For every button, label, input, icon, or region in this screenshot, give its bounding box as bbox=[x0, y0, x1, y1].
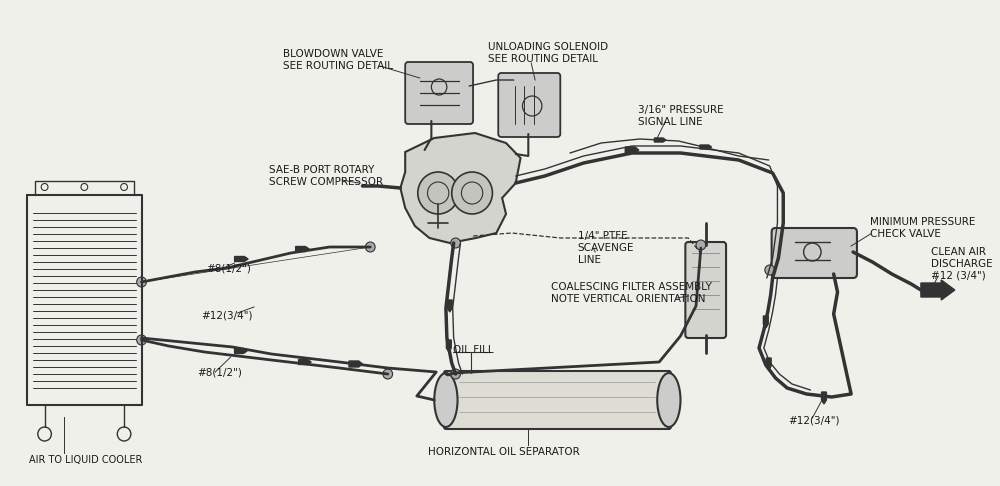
FancyArrow shape bbox=[447, 300, 452, 312]
FancyArrow shape bbox=[625, 147, 639, 153]
FancyBboxPatch shape bbox=[498, 73, 560, 137]
Circle shape bbox=[137, 335, 146, 345]
Text: #12(3/4"): #12(3/4") bbox=[202, 310, 253, 320]
FancyArrow shape bbox=[766, 358, 771, 370]
Text: #8(1/2"): #8(1/2") bbox=[206, 263, 251, 273]
Circle shape bbox=[765, 265, 775, 275]
Circle shape bbox=[383, 369, 393, 379]
FancyArrow shape bbox=[235, 348, 247, 353]
FancyBboxPatch shape bbox=[772, 228, 857, 278]
FancyBboxPatch shape bbox=[685, 242, 726, 338]
Text: #8(1/2"): #8(1/2") bbox=[197, 367, 242, 377]
Circle shape bbox=[365, 242, 375, 252]
Circle shape bbox=[418, 172, 459, 214]
Text: 1/4" PTFE
SCAVENGE
LINE: 1/4" PTFE SCAVENGE LINE bbox=[578, 231, 634, 264]
FancyArrow shape bbox=[822, 392, 826, 404]
Text: AIR TO LIQUID COOLER: AIR TO LIQUID COOLER bbox=[29, 455, 142, 465]
Polygon shape bbox=[400, 133, 521, 243]
FancyArrow shape bbox=[654, 138, 666, 142]
Circle shape bbox=[452, 172, 492, 214]
FancyArrow shape bbox=[299, 360, 311, 364]
Text: 3/16" PRESSURE
SIGNAL LINE: 3/16" PRESSURE SIGNAL LINE bbox=[638, 105, 723, 127]
Text: BLOWDOWN VALVE
SEE ROUTING DETAIL: BLOWDOWN VALVE SEE ROUTING DETAIL bbox=[283, 49, 393, 71]
Text: MINIMUM PRESSURE
CHECK VALVE: MINIMUM PRESSURE CHECK VALVE bbox=[870, 217, 976, 239]
Circle shape bbox=[137, 277, 146, 287]
FancyArrow shape bbox=[700, 145, 712, 149]
Text: #12(3/4"): #12(3/4") bbox=[788, 415, 840, 425]
Text: CLEAN AIR
DISCHARGE
#12 (3/4"): CLEAN AIR DISCHARGE #12 (3/4") bbox=[931, 247, 992, 280]
Circle shape bbox=[696, 240, 706, 250]
Text: OIL FILL: OIL FILL bbox=[453, 345, 493, 355]
FancyBboxPatch shape bbox=[444, 371, 671, 429]
Text: UNLOADING SOLENOID
SEE ROUTING DETAIL: UNLOADING SOLENOID SEE ROUTING DETAIL bbox=[488, 42, 608, 64]
Text: HORIZONTAL OIL SEPARATOR: HORIZONTAL OIL SEPARATOR bbox=[428, 447, 580, 457]
Circle shape bbox=[451, 238, 460, 248]
FancyArrow shape bbox=[296, 246, 309, 251]
Ellipse shape bbox=[657, 373, 681, 427]
FancyArrow shape bbox=[235, 257, 248, 261]
Circle shape bbox=[451, 369, 460, 379]
FancyArrow shape bbox=[446, 340, 451, 352]
Ellipse shape bbox=[434, 373, 458, 427]
FancyArrow shape bbox=[921, 280, 955, 300]
Text: SAE-B PORT ROTARY
SCREW COMPRESSOR: SAE-B PORT ROTARY SCREW COMPRESSOR bbox=[269, 165, 384, 187]
Text: COALESCING FILTER ASSEMBLY
NOTE VERTICAL ORIENTATION: COALESCING FILTER ASSEMBLY NOTE VERTICAL… bbox=[551, 282, 711, 304]
FancyArrow shape bbox=[349, 361, 363, 367]
FancyArrow shape bbox=[763, 316, 768, 328]
FancyBboxPatch shape bbox=[405, 62, 473, 124]
